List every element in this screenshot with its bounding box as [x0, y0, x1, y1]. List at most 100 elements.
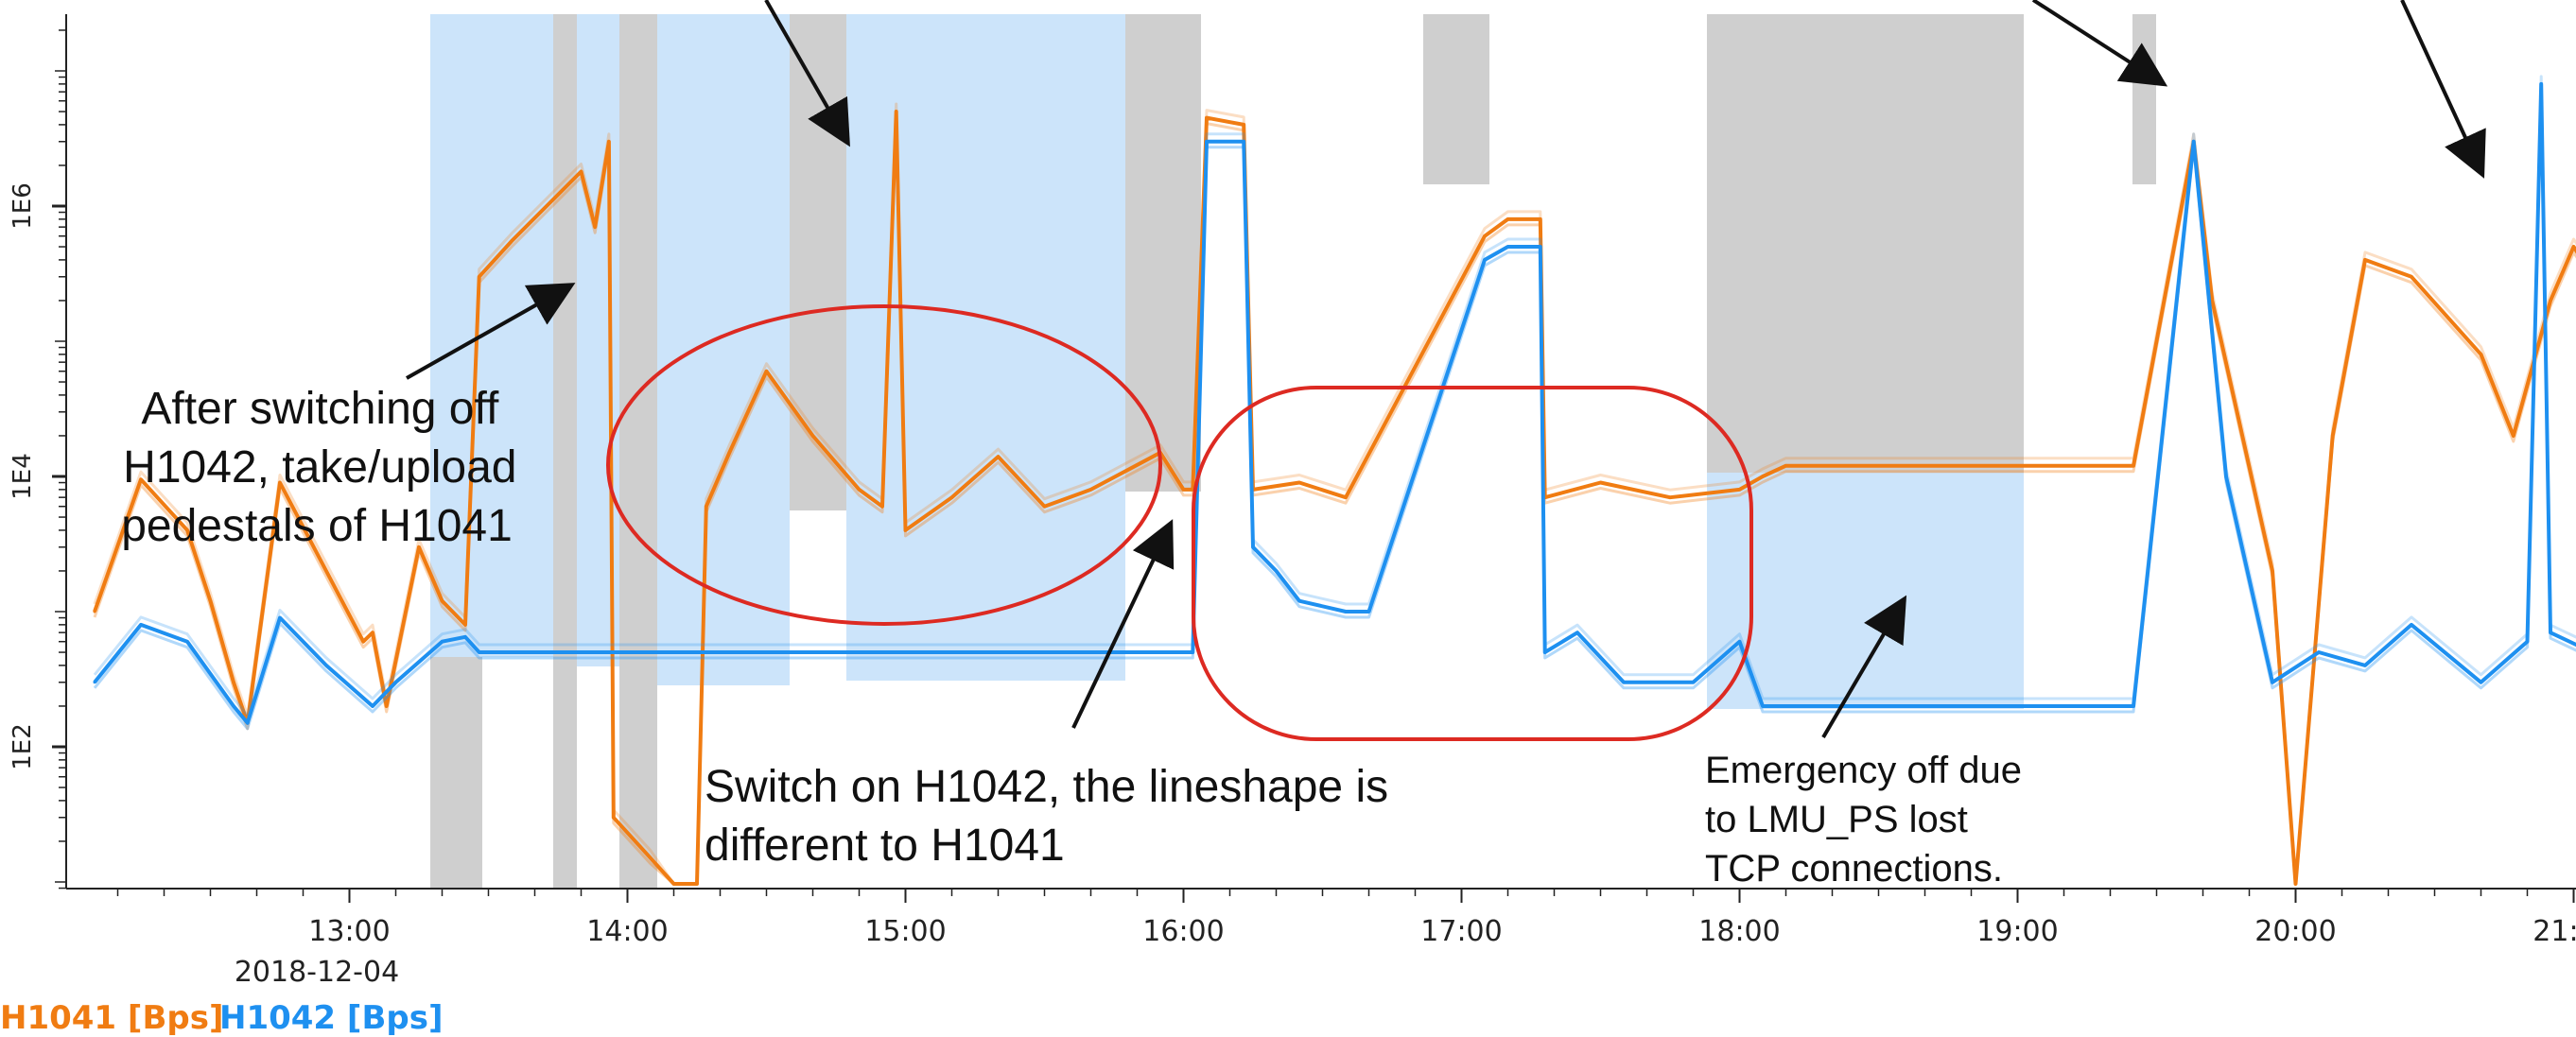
y-tick-label: 1E4: [9, 453, 37, 500]
h1041-point: [232, 681, 235, 684]
h1041-point: [1506, 217, 1509, 221]
h1041-point: [1344, 495, 1348, 499]
shade-gray: [619, 14, 657, 889]
h1041-point: [2480, 353, 2482, 356]
h1042-point: [2549, 631, 2552, 634]
h1042-point: [1539, 245, 1542, 249]
h1042-point: [1191, 650, 1194, 654]
h1042-point: [1242, 140, 1245, 144]
h1041-point: [2363, 258, 2367, 262]
h1042-point: [478, 650, 481, 654]
h1042-point: [1506, 245, 1509, 249]
h1041-point: [1539, 217, 1542, 221]
h1041-point: [895, 110, 898, 113]
h1042-point: [1761, 704, 1765, 708]
shade-gray: [1707, 14, 2024, 473]
y-minor-ticks: [55, 29, 66, 890]
h1041-point: [858, 488, 861, 492]
arrow-to-emergency: [1821, 595, 1907, 739]
h1041-point: [324, 569, 328, 573]
h1041-point: [417, 545, 421, 549]
legend-h1041: H1041 [Bps]: [0, 999, 224, 1037]
h1042-point: [904, 650, 907, 654]
h1041-point: [510, 239, 513, 243]
x-tick-label: 21:00: [2532, 915, 2576, 948]
h1041-point: [765, 370, 768, 373]
h1041-point: [2512, 434, 2515, 438]
h1041-point: [2331, 434, 2335, 438]
h1042-point: [626, 650, 629, 654]
h1042-point: [1784, 704, 1787, 708]
h1041-point: [880, 505, 884, 509]
shade-gray: [553, 14, 577, 889]
h1041-point: [727, 451, 731, 455]
shade-blue: [657, 14, 790, 685]
h1041-point: [1043, 505, 1046, 509]
h1041-point: [463, 623, 467, 627]
h1042-point: [1297, 599, 1301, 603]
x-tick-label: 18:00: [1698, 915, 1780, 948]
h1041-point: [811, 434, 814, 438]
h1041-point: [1297, 481, 1301, 485]
series-h1041-line: [93, 110, 2576, 886]
h1041-point: [1668, 495, 1672, 499]
arrow-to-switch-on: [1071, 519, 1175, 729]
x-tick-label: 13:00: [308, 915, 390, 948]
h1041-point: [2016, 464, 2019, 468]
arrow-top-right-1: [2031, 0, 2168, 87]
h1042-point: [2363, 664, 2367, 667]
h1042-point: [93, 681, 96, 684]
h1042-point: [1182, 650, 1185, 654]
h1041-point: [2132, 464, 2135, 468]
h1042-point: [246, 721, 250, 725]
h1042-point: [2224, 475, 2228, 478]
h1041-point: [278, 481, 282, 485]
h1042-point: [441, 640, 444, 644]
h1041-point: [950, 495, 953, 499]
h1042-point: [463, 635, 467, 639]
h1041-point: [2410, 275, 2413, 279]
x-tick-label: 16:00: [1142, 915, 1224, 948]
h1041-point: [2549, 299, 2552, 302]
h1041-point: [139, 477, 143, 481]
arrow-top-right-2: [2400, 0, 2486, 179]
h1041-point: [997, 455, 1000, 458]
shade-blue: [430, 14, 553, 657]
h1042-point: [1275, 569, 1278, 573]
h1042-point: [278, 616, 282, 620]
h1041-point: [612, 816, 616, 820]
x-tick-label: 20:00: [2254, 915, 2336, 948]
h1041-point: [593, 225, 597, 229]
h1041-point: [441, 599, 444, 603]
y-ticks: 1E2 1E4 1E6: [9, 182, 66, 770]
h1041-point: [705, 505, 708, 509]
h1042-point: [1622, 681, 1626, 684]
h1041-point: [580, 169, 583, 173]
h1042-point: [1344, 610, 1348, 614]
shade-blue: [1707, 473, 2024, 709]
h1041-point: [607, 140, 611, 144]
h1041-point: [2294, 882, 2297, 886]
h1042-point: [2410, 623, 2413, 627]
h1042-point: [232, 704, 235, 708]
annotation-switch-on: Switch on H1042, the lineshape is differ…: [705, 762, 1401, 871]
arrow-top-left: [764, 0, 850, 147]
series-layer: [93, 75, 2576, 886]
h1041-point: [1599, 481, 1602, 485]
h1042-point: [1251, 545, 1255, 549]
h1041-point: [1182, 488, 1185, 492]
y-tick-label: 1E2: [9, 723, 37, 770]
h1042-point: [139, 623, 143, 627]
h1041-point: [1483, 234, 1487, 238]
h1042-point: [2526, 640, 2529, 644]
x-ticks: 13:00 14:00 15:00 16:00 17:00 18:00 19:00 20:00…: [116, 889, 2576, 948]
h1041-point: [209, 599, 212, 603]
annotation-pedestals: After switching off H1042, take/upload p…: [121, 384, 530, 551]
h1041-point: [478, 275, 481, 279]
shaded-regions: [430, 14, 2156, 889]
annotation-emergency: Emergency off due to LMU_PS lost TCP con…: [1705, 750, 2032, 890]
h1041-point: [2210, 299, 2214, 302]
h1042-point: [2271, 681, 2274, 684]
h1041-point: [371, 631, 374, 634]
